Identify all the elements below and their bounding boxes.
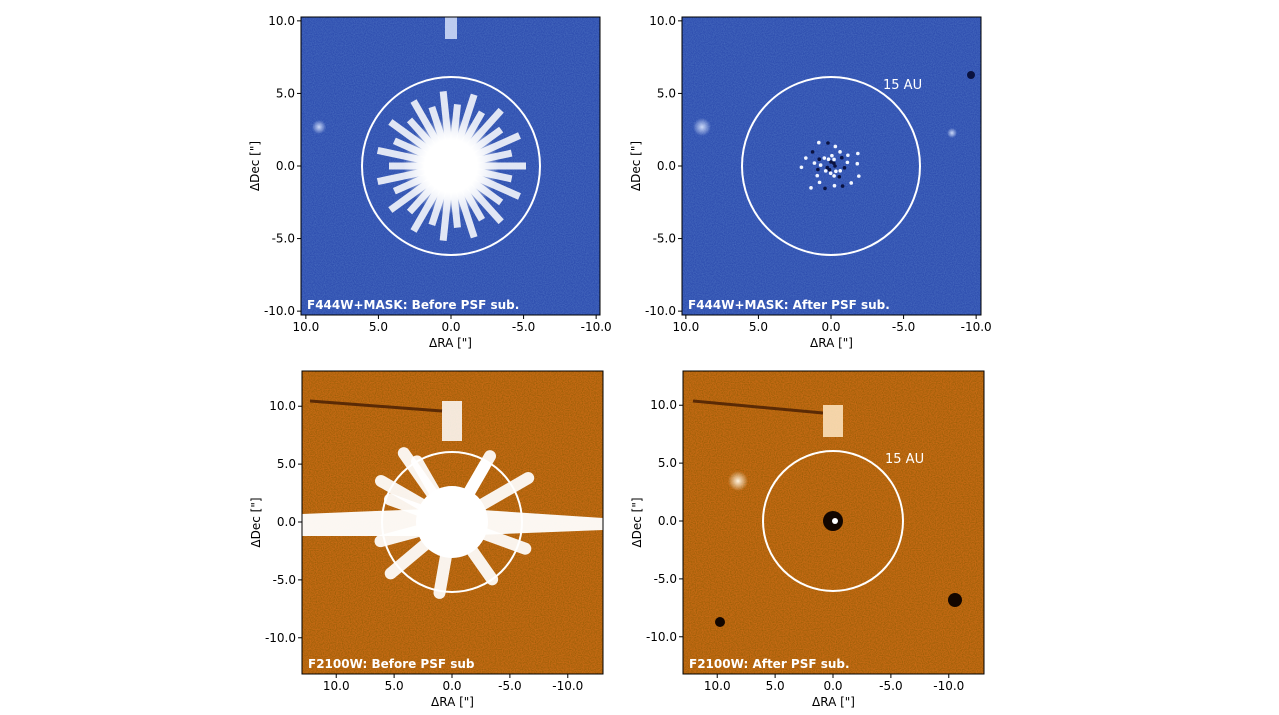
panel-image [302,371,603,674]
y-axis-label: ΔDec ["] [629,141,643,191]
panel-image: 15 AU [683,371,984,674]
ring-label: 15 AU [885,452,924,467]
x-axis-label: ΔRA ["] [429,336,472,350]
y-tick-label: -10.0 [646,630,677,644]
y-tick-label: 5.0 [276,86,295,100]
y-tick-label: 0.0 [658,514,677,528]
y-tick-label: 0.0 [276,159,295,173]
panel-title: F444W+MASK: After PSF sub. [688,298,890,312]
y-tick-label: -5.0 [654,572,677,586]
y-tick-label: 10.0 [269,399,296,413]
x-tick-label: 10.0 [323,679,350,693]
panel-2: 15 AU F444W+MASK: After PSF sub. 10.0 10.0 5… [629,14,992,350]
y-tick-label: -10.0 [265,631,296,645]
x-axis-label: ΔRA ["] [812,695,855,709]
panel-1: F444W+MASK: Before PSF sub. 10.0 10.0 5.0 5.… [248,14,612,350]
y-tick-label: 5.0 [277,457,296,471]
y-tick-label: 10.0 [650,398,677,412]
y-tick-label: 0.0 [277,515,296,529]
x-tick-label: -10.0 [933,679,964,693]
x-tick-label: 0.0 [821,320,840,334]
panel-image: 15 AU [682,17,981,315]
x-tick-label: 5.0 [749,320,768,334]
ring-15au [361,76,541,256]
y-tick-label: -10.0 [645,304,676,318]
x-tick-label: 10.0 [292,320,319,334]
x-tick-label: 10.0 [704,679,731,693]
panel-image [301,17,600,315]
panel-3: F2100W: Before PSF sub 10.0 10.0 5.0 5.0 0.0 0… [249,370,604,709]
y-tick-label: -5.0 [653,232,676,246]
x-tick-label: 5.0 [369,320,388,334]
x-tick-label: -5.0 [879,679,902,693]
x-axis-label: ΔRA ["] [810,336,853,350]
x-tick-label: -5.0 [892,320,915,334]
x-tick-label: 5.0 [385,679,404,693]
ring-15au [381,451,523,593]
y-tick-label: 0.0 [657,159,676,173]
x-tick-label: 0.0 [442,679,461,693]
x-tick-label: 5.0 [766,679,785,693]
x-tick-label: -5.0 [512,320,535,334]
y-tick-label: -10.0 [264,304,295,318]
x-tick-label: -5.0 [498,679,521,693]
x-tick-label: -10.0 [552,679,583,693]
x-tick-label: 0.0 [823,679,842,693]
x-tick-label: 10.0 [672,320,699,334]
y-tick-label: 10.0 [649,14,676,28]
y-tick-label: -5.0 [272,232,295,246]
ring-15au [741,76,921,256]
panel-4: 15 AU F2100W: After PSF sub. 10.0 10.0 5.0 5.… [630,370,985,709]
y-tick-label: 10.0 [268,14,295,28]
y-axis-label: ΔDec ["] [630,497,644,547]
ring-15au [762,450,904,592]
y-axis-label: ΔDec ["] [249,497,263,547]
x-tick-label: -10.0 [581,320,612,334]
y-tick-label: 5.0 [657,86,676,100]
x-tick-label: 0.0 [441,320,460,334]
x-axis-label: ΔRA ["] [431,695,474,709]
panel-title: F2100W: After PSF sub. [689,657,850,671]
y-axis-label: ΔDec ["] [248,141,262,191]
x-tick-label: -10.0 [961,320,992,334]
ring-label: 15 AU [883,78,922,93]
y-tick-label: 5.0 [658,456,677,470]
y-tick-label: -5.0 [273,573,296,587]
panel-title: F444W+MASK: Before PSF sub. [307,298,519,312]
panel-title: F2100W: Before PSF sub [308,657,475,671]
